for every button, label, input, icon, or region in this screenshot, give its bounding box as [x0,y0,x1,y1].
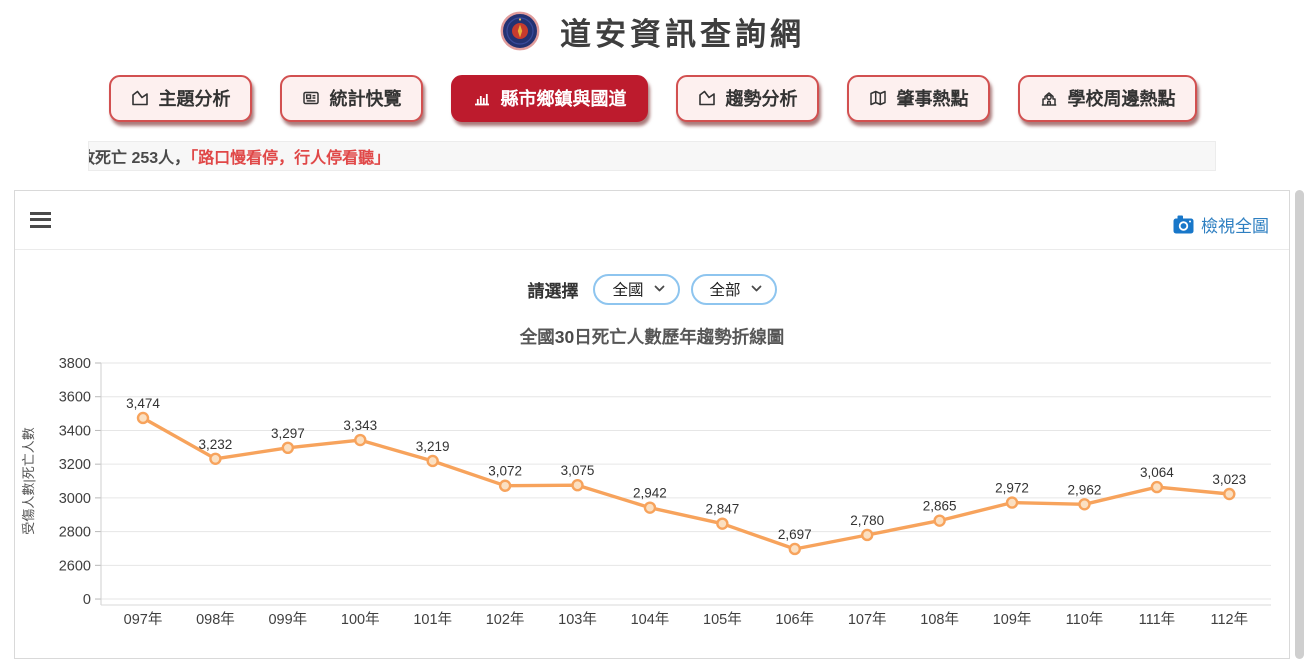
school-icon [1041,92,1056,106]
nav-button-accident-hotspots[interactable]: 肇事熱點 [846,74,990,122]
view-full-image-label: 檢視全圖 [1201,217,1269,236]
category-select-value: 全部 [709,282,741,299]
svg-text:2,780: 2,780 [850,513,884,528]
svg-text:100年: 100年 [341,611,380,628]
svg-text:112年: 112年 [1210,611,1248,628]
nav-button-county-township-highway[interactable]: 縣市鄉鎮與國道 [450,74,648,122]
svg-text:0: 0 [83,592,91,608]
svg-text:3,297: 3,297 [271,426,305,441]
trend-line-chart: 3800 3600 3400 3200 3000 2800 2600 0 097年 098年 099… [21,356,1271,628]
camera-icon [1173,215,1194,234]
nav-button-label: 主題分析 [158,89,231,109]
svg-text:3,474: 3,474 [126,396,160,411]
svg-text:2,972: 2,972 [995,481,1029,496]
svg-text:103年: 103年 [558,611,597,628]
svg-text:3,072: 3,072 [488,464,522,479]
scrollbar[interactable] [1295,190,1304,659]
svg-text:107年: 107年 [848,611,887,628]
view-full-image-button[interactable]: 檢視全圖 [1173,212,1269,237]
svg-text:2,962: 2,962 [1068,482,1102,497]
header: 道安資訊查詢網 [0,0,1305,62]
nav-button-label: 肇事熱點 [896,89,969,109]
nav-button-label: 縣市鄉鎮與國道 [500,89,627,109]
svg-text:104年: 104年 [631,611,670,628]
svg-text:110年: 110年 [1066,611,1104,628]
svg-text:102年: 102年 [486,611,525,628]
nav-button-school-hotspots[interactable]: 學校周邊熱點 [1017,74,1197,122]
region-select[interactable]: 全國 [593,273,680,305]
svg-text:105年: 105年 [703,611,742,628]
category-select[interactable]: 全部 [690,273,777,305]
chevron-down-icon [654,285,664,292]
svg-text:099年: 099年 [268,611,307,628]
svg-text:3,219: 3,219 [416,439,450,454]
chart-title: 全國30日死亡人數歷年趨勢折線圖 [519,327,785,347]
svg-text:2800: 2800 [59,525,91,541]
svg-text:2,697: 2,697 [778,527,812,542]
svg-text:3,064: 3,064 [1140,465,1174,480]
notice-text-dark: 死亡 253人， [95,150,191,167]
svg-text:101年: 101年 [413,611,452,628]
nav-button-theme-analysis[interactable]: 主題分析 [108,74,252,122]
svg-text:3,023: 3,023 [1212,472,1246,487]
region-select-value: 全國 [612,282,644,299]
svg-text:3,075: 3,075 [561,463,595,478]
bar-chart-icon [474,94,489,106]
svg-text:3000: 3000 [59,491,91,507]
page-title: 道安資訊查詢網 [560,16,805,52]
toolbar-divider [15,249,1289,250]
svg-text:2,942: 2,942 [633,486,667,501]
chart-panel: 檢視全圖 請選擇 全國 全部 全國30日死亡人數歷年趨勢折線圖 3800 3600… [14,190,1290,659]
map-icon [869,90,886,106]
notice-marquee: 故死亡 253人，「路口慢看停，行人停看聽」 [88,141,1216,171]
nav-button-label: 趨勢分析 [725,89,798,109]
svg-text:受傷人數|死亡人數: 受傷人數|死亡人數 [21,427,36,534]
area-chart-icon [698,90,715,106]
svg-text:3400: 3400 [59,423,91,439]
svg-text:108年: 108年 [920,611,959,628]
area-chart-icon [131,90,148,106]
svg-text:106年: 106年 [775,611,814,628]
notice-text: 故死亡 253人，「路口慢看停，行人停看聽」 [89,144,391,168]
svg-text:2,847: 2,847 [705,502,739,517]
site-logo-emblem-icon [500,11,540,51]
nav-button-trend-analysis[interactable]: 趨勢分析 [675,74,819,122]
svg-text:2,865: 2,865 [923,499,957,514]
svg-text:3,232: 3,232 [199,437,233,452]
svg-text:3800: 3800 [59,356,91,372]
notice-text-red: 「路口慢看停，行人停看聽」 [190,150,391,167]
nav-button-stats-overview[interactable]: 統計快覽 [279,74,423,122]
svg-text:111年: 111年 [1139,611,1176,628]
svg-text:109年: 109年 [993,611,1032,628]
nav-button-label: 統計快覽 [329,89,402,109]
hamburger-menu-icon[interactable] [30,208,52,231]
svg-text:3,343: 3,343 [343,418,377,433]
svg-text:2600: 2600 [59,558,91,574]
nav-bar: 主題分析 統計快覽 縣市鄉鎮與國道 趨勢分析 肇事熱點 學校周邊熱點 [0,73,1305,123]
svg-text:097年: 097年 [124,611,163,628]
notice-text-clipped: 故 [89,150,95,167]
stats-card-icon [302,91,319,105]
chevron-down-icon [751,285,761,292]
filter-row: 請選擇 全國 全部 [15,273,1289,305]
svg-text:3600: 3600 [59,390,91,406]
nav-button-label: 學校周邊熱點 [1067,89,1176,109]
svg-text:098年: 098年 [196,611,235,628]
svg-text:3200: 3200 [59,457,91,473]
filter-label: 請選擇 [527,281,579,301]
